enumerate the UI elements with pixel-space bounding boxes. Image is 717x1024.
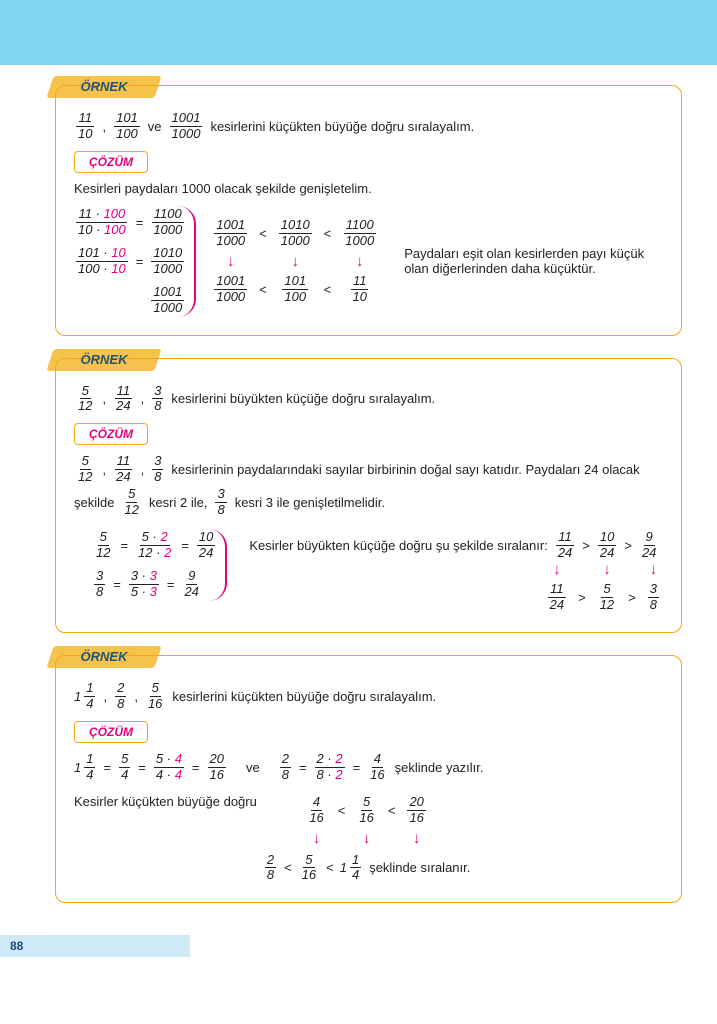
ex2-intro: 512, 1124, 38 kesirlerini büyükten küçüğ… xyxy=(74,383,663,416)
top-banner xyxy=(0,0,717,65)
example-3: ÖRNEK 114, 28, 516 kesirlerini küçükten … xyxy=(55,655,682,904)
cozum-label: ÇÖZÜM xyxy=(74,721,148,743)
ex3-line1: 114 = 54 = 5 · 44 · 4 = 2016 ve 28 = 2 ·… xyxy=(74,751,663,784)
example-2: ÖRNEK 512, 1124, 38 kesirlerini büyükten… xyxy=(55,358,682,633)
ornek-label: ÖRNEK xyxy=(50,349,158,371)
ex1-chain: 10011000 < 10101000 < 11001000 ↓↓↓ 10011… xyxy=(212,217,378,306)
ornek-label: ÖRNEK xyxy=(50,646,158,668)
ex2-expansions: 512 = 5 · 212 · 2 = 1024 38 = 3 · 35 · 3… xyxy=(92,529,227,601)
page-content: ÖRNEK 1110, 101100 ve 10011000 kesirleri… xyxy=(0,65,717,935)
ex1-explain: Paydaları eşit olan kesirlerden payı küç… xyxy=(384,246,663,276)
ex2-line1: 512, 1124, 38 kesirlerinin paydalarındak… xyxy=(74,453,663,486)
ex1-intro: 1110, 101100 ve 10011000 kesirlerini küç… xyxy=(74,110,663,143)
cozum-label: ÇÖZÜM xyxy=(74,151,148,173)
ex2-work: 512 = 5 · 212 · 2 = 1024 38 = 3 · 35 · 3… xyxy=(74,529,663,614)
ex2-line2: şekilde 512 kesri 2 ile, 38 kesri 3 ile … xyxy=(74,486,663,519)
ex1-work: 11 · 10010 · 100 = 11001000 101 · 10100 … xyxy=(74,206,663,317)
page-number: 88 xyxy=(0,935,190,957)
example-1: ÖRNEK 1110, 101100 ve 10011000 kesirleri… xyxy=(55,85,682,336)
ex1-text: Kesirleri paydaları 1000 olacak şekilde … xyxy=(74,181,663,196)
ex2-sortline: Kesirler büyükten küçüğe doğru şu şekild… xyxy=(249,529,663,562)
ex3-sort: Kesirler küçükten büyüğe doğru 416 < 516… xyxy=(74,794,663,885)
ex1-expansions: 11 · 10010 · 100 = 11001000 101 · 10100 … xyxy=(74,206,196,317)
ornek-label: ÖRNEK xyxy=(50,76,158,98)
cozum-label: ÇÖZÜM xyxy=(74,423,148,445)
ex3-intro: 114, 28, 516 kesirlerini küçükten büyüğe… xyxy=(74,680,663,713)
